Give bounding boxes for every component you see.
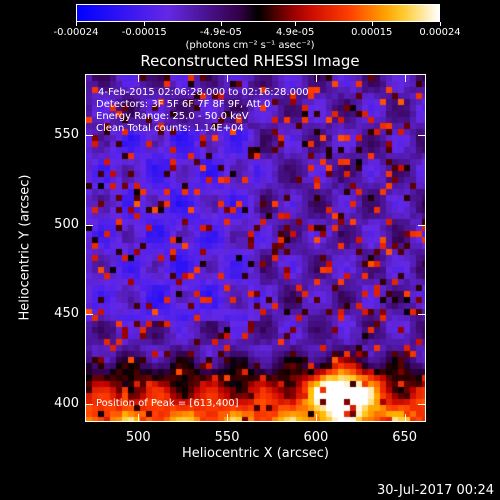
timestamp: 30-Jul-2017 00:24 [376,483,494,498]
time-range-label: 4-Feb-2015 02:06:28.000 to 02:16:28.000 [98,87,309,98]
x-axis-label: Heliocentric X (arcsec) [182,446,329,461]
x-tick-label: 500 [125,430,151,445]
x-tick [404,74,406,82]
colorbar-tick-label: 4.9e-05 [275,27,315,38]
colorbar-tick [144,22,146,26]
x-tick-label: 600 [303,430,329,445]
y-tick [85,224,93,226]
x-tick [315,414,317,422]
x-tick [315,74,317,82]
colorbar-tick-label: -4.9e-05 [199,27,242,38]
colorbar-tick [76,22,77,26]
colorbar-tick [440,22,441,26]
y-tick-label: 400 [54,396,79,412]
x-tick [138,414,140,422]
x-tick-label: 650 [392,430,418,445]
detectors-label: Detectors: 3F 5F 6F 7F 8F 9F, Att 0 [96,99,271,110]
y-tick-label: 550 [54,126,79,142]
colorbar-tick-label: 0.00015 [351,27,393,38]
y-tick [418,224,426,226]
colorbar-tick-label: -0.00015 [121,27,167,38]
clean-counts-label: Clean Total counts: 1.14E+04 [96,123,244,134]
peak-position-label: Position of Peak = [613,400] [96,398,239,409]
y-tick [85,134,93,136]
y-tick [418,404,426,406]
y-tick-label: 500 [54,216,79,232]
chart-title: Reconstructed RHESSI Image [140,52,360,70]
y-axis-label: Heliocentric Y (arcsec) [17,174,33,321]
y-tick [418,134,426,136]
colorbar-tick [220,22,222,26]
y-tick [418,314,426,316]
colorbar-tick-label: 0.00024 [419,27,461,38]
x-tick [138,74,140,82]
x-tick [404,414,406,422]
colorbar [76,4,440,22]
energy-range-label: Energy Range: 25.0 - 50.0 keV [96,111,249,122]
x-tick [227,414,229,422]
x-tick-label: 550 [214,430,240,445]
plot-area: 4-Feb-2015 02:06:28.000 to 02:16:28.000 … [85,74,426,422]
colorbar-tick-label: -0.00024 [53,27,99,38]
x-tick [227,74,229,82]
colorbar-tick [295,22,297,26]
y-tick-label: 450 [54,306,79,322]
colorbar-units: (photons cm⁻² s⁻¹ asec⁻²) [185,40,315,51]
colorbar-tick [371,22,373,26]
heatmap-image [86,75,425,421]
y-tick [85,314,93,316]
y-tick [85,404,93,406]
